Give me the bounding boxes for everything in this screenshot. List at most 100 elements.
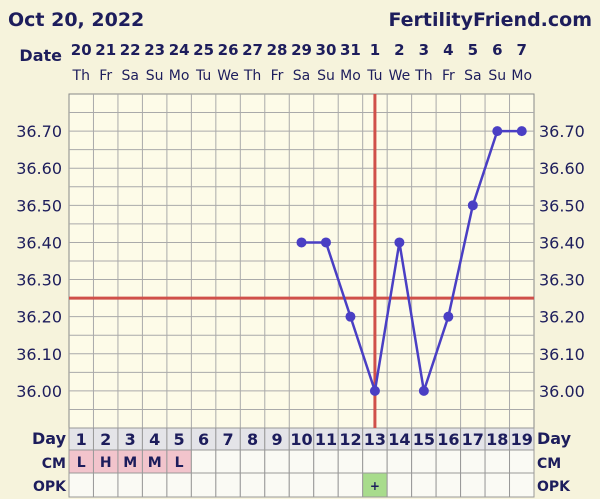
- weekday-tick: Tu: [366, 68, 382, 84]
- day-number: 13: [364, 430, 386, 449]
- day-number: 16: [437, 430, 459, 449]
- opk-cell: [190, 472, 217, 498]
- weekday-tick: We: [389, 68, 411, 84]
- y-tick-right: 36.60: [539, 159, 585, 178]
- cm-cell: [313, 449, 339, 474]
- day-number: 8: [247, 430, 258, 449]
- weekday-tick: Fr: [271, 68, 284, 84]
- date-tick: 27: [242, 41, 263, 59]
- cm-cell: [484, 449, 511, 474]
- cm-label-right: CM: [537, 456, 561, 472]
- opk-cell: [509, 472, 535, 498]
- date-tick: 29: [291, 41, 312, 59]
- cm-cell: [435, 449, 462, 474]
- opk-label-left: OPK: [33, 479, 67, 495]
- y-tick-right: 36.70: [539, 122, 585, 141]
- cm-cell: [386, 449, 413, 474]
- opk-value: +: [370, 479, 380, 493]
- cm-value: M: [148, 455, 162, 471]
- y-tick-left: 36.30: [16, 271, 62, 290]
- opk-cell: [313, 472, 339, 498]
- date-tick: 3: [419, 41, 429, 59]
- temperature-point: [320, 237, 331, 248]
- day-number: 7: [223, 430, 234, 449]
- temperature-point: [516, 126, 527, 137]
- day-number: 2: [100, 430, 111, 449]
- date-tick: 25: [193, 41, 214, 59]
- date-tick: 5: [468, 41, 478, 59]
- temperature-point: [492, 126, 503, 137]
- y-tick-left: 36.20: [16, 308, 62, 327]
- temperature-point: [296, 237, 307, 248]
- y-tick-right: 36.30: [539, 271, 585, 290]
- cm-cell: [362, 449, 388, 474]
- date-tick: 4: [443, 41, 453, 59]
- cm-label-left: CM: [42, 456, 66, 472]
- opk-cell: [460, 472, 486, 498]
- day-number: 19: [511, 430, 533, 449]
- date-tick: 2: [394, 41, 404, 59]
- day-number: 15: [413, 430, 435, 449]
- y-tick-right: 36.40: [539, 233, 585, 252]
- weekday-tick: Sa: [121, 68, 138, 84]
- y-tick-right: 36.00: [539, 382, 585, 401]
- cm-cell: [337, 449, 364, 474]
- date-tick: 7: [517, 41, 527, 59]
- opk-cell: [141, 472, 168, 498]
- day-number: 17: [462, 430, 484, 449]
- temperature-point: [443, 311, 454, 322]
- opk-cell: [288, 472, 315, 498]
- opk-cell: [484, 472, 511, 498]
- date-label: Date: [19, 46, 62, 65]
- opk-cell: [264, 472, 290, 498]
- day-label-right: Day: [537, 429, 572, 448]
- opk-cell: [435, 472, 462, 498]
- cm-cell: [288, 449, 315, 474]
- weekday-tick: Su: [317, 68, 335, 84]
- y-tick-right: 36.50: [539, 196, 585, 215]
- day-number: 14: [388, 430, 410, 449]
- opk-cell: [362, 472, 388, 498]
- weekday-tick: Mo: [169, 68, 190, 84]
- weekday-tick: Th: [414, 68, 432, 84]
- cm-cell: [411, 449, 437, 474]
- opk-cell: [215, 472, 241, 498]
- chart-date: Oct 20, 2022: [8, 9, 144, 31]
- date-tick: 26: [218, 41, 239, 59]
- temperature-point: [345, 311, 356, 322]
- y-tick-left: 36.10: [16, 345, 62, 364]
- date-tick: 23: [144, 41, 165, 59]
- date-tick: 24: [169, 41, 190, 59]
- date-tick: 20: [71, 41, 92, 59]
- cm-cell: [460, 449, 486, 474]
- opk-cell: [386, 472, 413, 498]
- opk-cell: [411, 472, 437, 498]
- date-tick: 6: [492, 41, 502, 59]
- weekday-tick: Fr: [442, 68, 455, 84]
- day-number: 3: [125, 430, 136, 449]
- day-number: 5: [174, 430, 185, 449]
- weekday-tick: Fr: [99, 68, 112, 84]
- cm-cell: [239, 449, 266, 474]
- y-tick-left: 36.00: [16, 382, 62, 401]
- opk-cell: [68, 472, 94, 498]
- day-number: 6: [198, 430, 209, 449]
- weekday-tick: Tu: [195, 68, 211, 84]
- weekday-tick: Su: [146, 68, 164, 84]
- temperature-line: [301, 129, 522, 392]
- y-tick-left: 36.70: [16, 122, 62, 141]
- opk-label-right: OPK: [537, 479, 571, 495]
- cm-value: H: [100, 455, 112, 471]
- opk-cell: [92, 472, 119, 498]
- y-tick-left: 36.50: [16, 196, 62, 215]
- cm-value: L: [77, 455, 86, 471]
- day-number: 10: [290, 430, 312, 449]
- date-tick: 22: [120, 41, 141, 59]
- weekday-tick: We: [217, 68, 239, 84]
- cm-value: L: [175, 455, 184, 471]
- temperature-point: [467, 200, 478, 211]
- day-number: 18: [486, 430, 508, 449]
- day-number: 12: [339, 430, 361, 449]
- date-tick: 31: [340, 41, 361, 59]
